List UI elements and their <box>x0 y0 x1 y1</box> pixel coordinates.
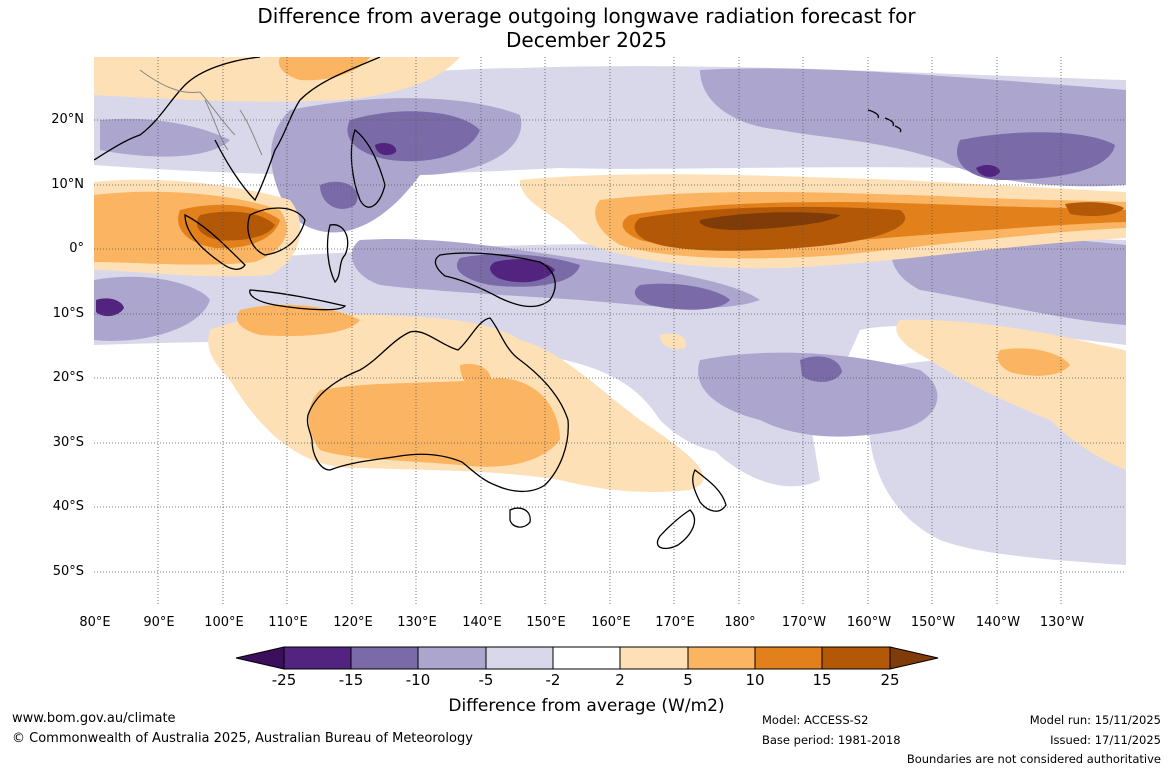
lon-label-130e: 130°E <box>397 615 437 630</box>
lat-label-20s: 20°S <box>52 370 84 385</box>
colorbar <box>235 646 939 670</box>
lat-label-20n: 20°N <box>51 112 84 127</box>
boundaries-disclaimer: Boundaries are not considered authoritat… <box>906 752 1161 766</box>
colorbar-above-max-arrow <box>889 646 939 670</box>
colorbar-tick-label: 2 <box>615 671 625 689</box>
colorbar-tick-label: -15 <box>338 671 364 689</box>
colorbar-tick-label: -5 <box>478 671 494 689</box>
colorbar-segment-pos-15-25 <box>821 646 891 670</box>
title-line-1: Difference from average outgoing longwav… <box>257 4 916 28</box>
model-name: Model: ACCESS-S2 <box>762 713 869 727</box>
colorbar-segment-neg-10-5 <box>417 646 487 670</box>
lat-label-10s: 10°S <box>52 306 84 321</box>
lon-label-90e: 90°E <box>143 615 175 630</box>
lon-label-170e: 170°E <box>655 615 695 630</box>
base-period: Base period: 1981-2018 <box>762 733 901 747</box>
lat-label-50s: 50°S <box>52 564 84 579</box>
lon-label-160w: 160°W <box>846 615 892 630</box>
sumatra-coast <box>184 213 246 270</box>
lon-label-160e: 160°E <box>591 615 631 630</box>
website-link[interactable]: www.bom.gov.au/climate <box>12 711 176 726</box>
colorbar-tick-label: 5 <box>683 671 693 689</box>
colorbar-tick-label: 15 <box>812 671 832 689</box>
anomaly-band-neg-10-5 <box>94 68 1126 437</box>
lon-label-180: 180° <box>724 615 756 630</box>
colorbar-tick-label: -25 <box>271 671 297 689</box>
colorbar-segment-pos-10-15 <box>754 646 823 670</box>
colorbar-tick-label: -2 <box>545 671 561 689</box>
copyright-notice: © Commonwealth of Australia 2025, Austra… <box>12 731 473 746</box>
lon-label-80e: 80°E <box>79 615 111 630</box>
australia-coast <box>306 317 569 493</box>
anomaly-band-neg-25-15 <box>96 142 1000 317</box>
new-zealand-north-coast <box>692 469 727 512</box>
anomaly-band-pos-15-25 <box>196 202 1124 251</box>
borneo-coast <box>247 207 306 256</box>
lon-label-100e: 100°E <box>204 615 244 630</box>
tasmania-coast <box>509 507 531 528</box>
map-title: Difference from average outgoing longwav… <box>0 4 1173 52</box>
asia-mainland-coast <box>94 57 381 202</box>
lat-label-10n: 10°N <box>51 177 84 192</box>
philippines-coast <box>350 128 386 208</box>
country-boundaries <box>139 69 263 156</box>
lon-label-140e: 140°E <box>462 615 502 630</box>
lon-label-140w: 140°W <box>975 615 1021 630</box>
issued-date: Issued: 17/11/2025 <box>1050 733 1161 747</box>
new-guinea-coast <box>434 252 556 308</box>
lon-label-170w: 170°W <box>781 615 827 630</box>
lat-label-0: 0° <box>69 241 84 256</box>
graticule <box>94 57 1126 605</box>
lon-label-150w: 150°W <box>910 615 956 630</box>
colorbar-segment-neutral <box>552 646 621 670</box>
colorbar-segment-neg-15-10 <box>350 646 419 670</box>
anomaly-band-above-25 <box>699 212 840 230</box>
model-run-date: Model run: 15/11/2025 <box>1029 713 1161 727</box>
lat-label-30s: 30°S <box>52 435 84 450</box>
sulawesi-coast <box>326 224 349 284</box>
colorbar-tick-label: -10 <box>405 671 431 689</box>
lon-label-130w: 130°W <box>1039 615 1085 630</box>
colorbar-title: Difference from average (W/m2) <box>448 696 725 716</box>
hawaii-coast <box>867 109 902 133</box>
colorbar-below-min-arrow <box>235 646 285 670</box>
title-line-2: December 2025 <box>506 28 667 52</box>
lat-label-40s: 40°S <box>52 499 84 514</box>
coastlines <box>94 57 902 550</box>
lon-label-120e: 120°E <box>333 615 373 630</box>
new-zealand-south-coast <box>656 509 695 550</box>
colorbar-tick-label: 10 <box>745 671 765 689</box>
colorbar-segment-pos-5-10 <box>687 646 756 670</box>
lon-label-150e: 150°E <box>526 615 566 630</box>
colorbar-segment-neg-5-2 <box>485 646 554 670</box>
colorbar-segment-neg-25-15 <box>283 646 352 670</box>
colorbar-segment-pos-2-5 <box>619 646 689 670</box>
java-coast <box>249 289 347 311</box>
lon-label-110e: 110°E <box>268 615 308 630</box>
colorbar-tick-label: 25 <box>880 671 900 689</box>
